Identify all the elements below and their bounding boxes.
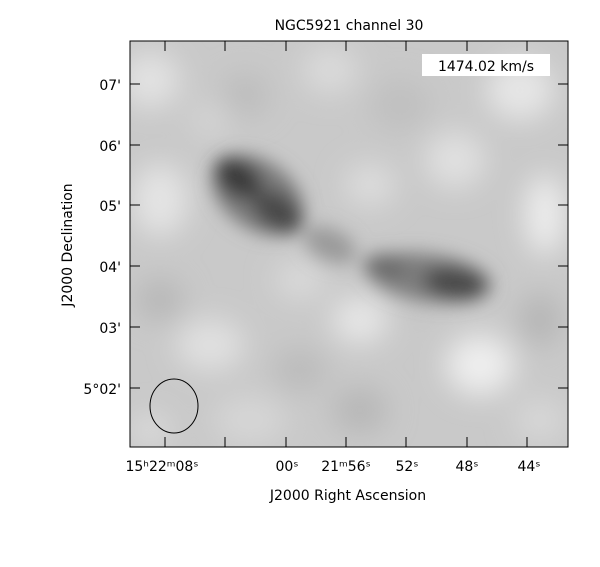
- y-tick-label: 04': [99, 260, 121, 276]
- x-tick-label: 48ˢ: [455, 459, 478, 475]
- y-tick-label: 5°02': [83, 382, 121, 398]
- plot-title: NGC5921 channel 30: [275, 18, 424, 34]
- x-axis-title: J2000 Right Ascension: [269, 488, 426, 504]
- noise-texture: [130, 46, 566, 446]
- x-tick-label: 44ˢ: [517, 459, 540, 475]
- y-tick-label: 07': [99, 78, 121, 94]
- x-axis: 15ʰ22ᵐ08ˢ 00ˢ 21ᵐ56ˢ 52ˢ 48ˢ 44ˢ: [125, 41, 541, 475]
- y-tick-label: 03': [99, 321, 121, 337]
- velocity-label-box: [422, 54, 550, 76]
- velocity-label: 1474.02 km/s: [422, 54, 550, 76]
- x-tick-label: 21ᵐ56ˢ: [321, 459, 371, 475]
- channel-image: [130, 41, 568, 447]
- beam-ellipse: [149, 378, 199, 434]
- x-tick-label: 15ʰ22ᵐ08ˢ: [125, 459, 198, 475]
- velocity-label-text: 1474.02 km/s: [438, 59, 534, 75]
- x-tick-label: 52ˢ: [395, 459, 418, 475]
- plot-frame: [129, 40, 569, 448]
- x-tick-label: 00ˢ: [275, 459, 298, 475]
- y-tick-label: 06': [99, 139, 121, 155]
- hi-emission: [212, 155, 492, 304]
- y-axis: 07' 06' 05' 04' 03' 5°02': [83, 78, 568, 398]
- y-tick-label: 05': [99, 199, 121, 215]
- y-axis-title: J2000 Declination: [60, 183, 76, 307]
